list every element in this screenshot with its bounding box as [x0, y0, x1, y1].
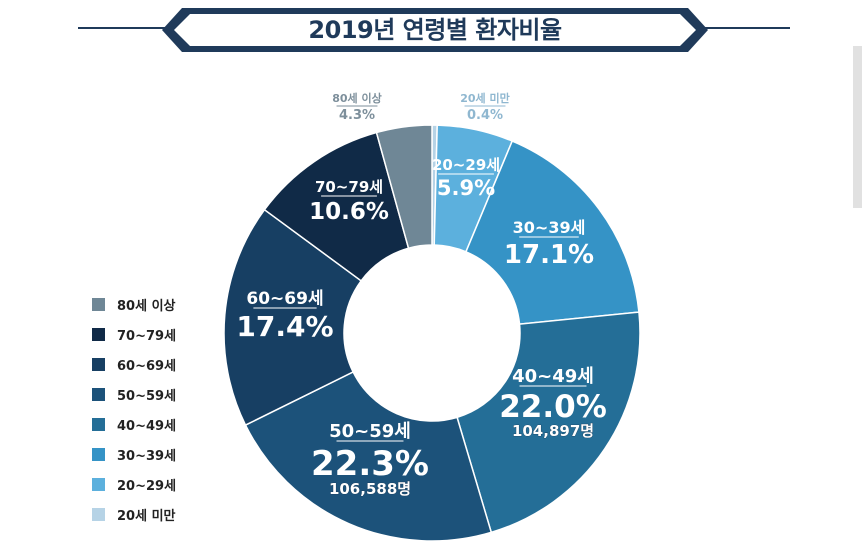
slice-value-label: 22.3%	[311, 444, 429, 484]
legend-item-20-29: 20~29세	[92, 469, 176, 499]
slice-value-label: 0.4%	[467, 108, 503, 123]
legend-item-60-69: 60~69세	[92, 349, 176, 379]
slice-value-label: 4.3%	[339, 108, 375, 123]
slice-name-label: 20세 미만	[460, 91, 510, 105]
slice-50-59	[244, 370, 493, 542]
legend-swatch	[92, 327, 105, 341]
legend-label: 60~69세	[117, 358, 177, 374]
slice-count-label: 104,897명	[512, 422, 594, 440]
slice-value-label: 10.6%	[309, 199, 389, 225]
legend-label: 20~29세	[117, 478, 177, 494]
slice-value-label: 17.1%	[504, 240, 594, 270]
legend-label: 70~79세	[117, 328, 177, 344]
slice-name-label: 80세 이상	[332, 91, 382, 105]
slice-60-69	[223, 208, 363, 427]
title-rule-left	[78, 27, 178, 29]
legend-item-80: 80세 이상	[92, 289, 176, 319]
slice-value-label: 5.9%	[437, 176, 495, 200]
slice-value-label: 22.0%	[499, 389, 607, 425]
slice-40-49	[456, 311, 641, 534]
slice-30-39	[464, 140, 640, 325]
slice-name-label: 20~29세	[432, 156, 500, 174]
slice-count-label: 106,588명	[329, 480, 411, 498]
slice-value-label: 17.4%	[236, 310, 333, 343]
legend-swatch	[92, 477, 105, 491]
legend-swatch	[92, 357, 105, 371]
legend-label: 30~39세	[117, 448, 177, 464]
legend-item-70-79: 70~79세	[92, 319, 176, 349]
legend-item-20: 20세 미만	[92, 499, 176, 529]
legend: 80세 이상 70~79세 60~69세 50~59세 40~49세 30~39세 20~2…	[92, 289, 176, 529]
legend-item-40-49: 40~49세	[92, 409, 176, 439]
slice-80	[375, 124, 433, 250]
legend-swatch	[92, 387, 105, 401]
legend-swatch	[92, 297, 105, 311]
slice-name-label: 60~69세	[246, 289, 323, 309]
legend-label: 50~59세	[117, 388, 177, 404]
legend-item-50-59: 50~59세	[92, 379, 176, 409]
legend-label: 40~49세	[117, 418, 177, 434]
legend-swatch	[92, 417, 105, 431]
legend-swatch	[92, 447, 105, 461]
legend-label: 80세 이상	[117, 298, 176, 314]
legend-swatch	[92, 507, 105, 521]
slice-name-label: 40~49세	[512, 366, 594, 387]
chart-title: 2019년 연령별 환자비율	[308, 16, 562, 44]
title-rule-right	[694, 27, 790, 29]
legend-label: 20세 미만	[117, 508, 176, 524]
slice-name-label: 50~59세	[329, 421, 411, 442]
slice-name-label: 70~79세	[315, 178, 383, 196]
slice-name-label: 30~39세	[513, 218, 586, 237]
title-banner	[162, 8, 708, 52]
scrollbar-fragment	[853, 46, 862, 208]
legend-item-30-39: 30~39세	[92, 439, 176, 469]
